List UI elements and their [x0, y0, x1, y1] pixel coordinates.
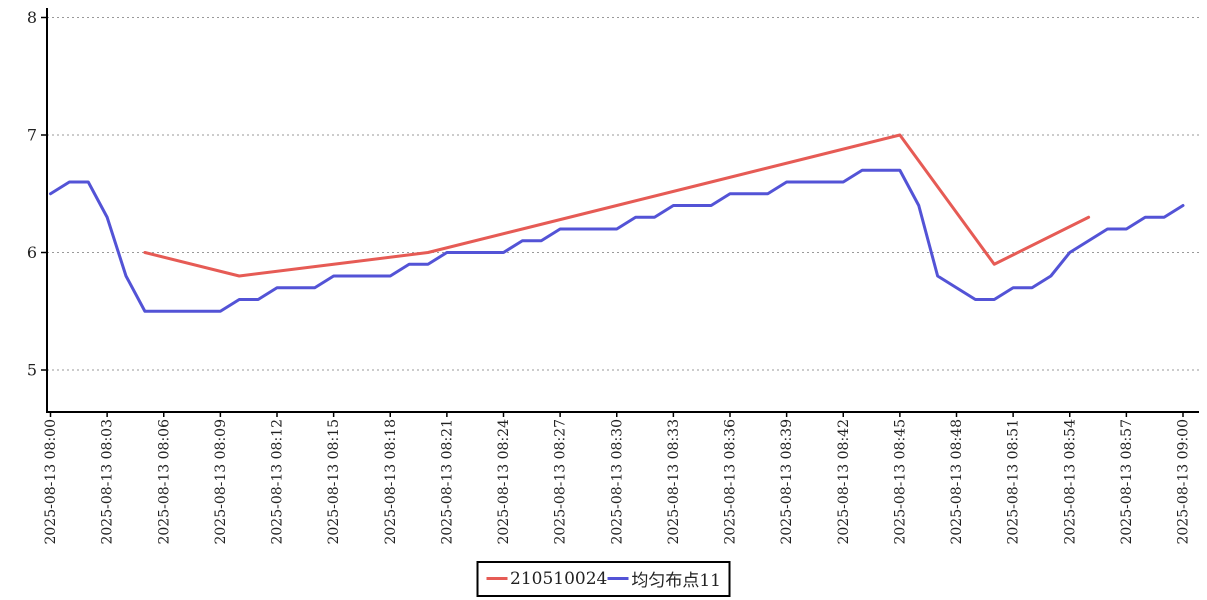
- x-tick-label: 2025-08-13 08:09: [213, 419, 229, 545]
- x-tick-label: 2025-08-13 08:06: [156, 419, 172, 545]
- y-tick-label: 6: [27, 243, 37, 262]
- y-tick-label: 8: [27, 8, 37, 27]
- x-tick-label: 2025-08-13 09:00: [1176, 419, 1192, 545]
- x-tick-label: 2025-08-13 08:00: [43, 419, 59, 545]
- x-tick-label: 2025-08-13 08:48: [949, 419, 965, 545]
- x-tick-label: 2025-08-13 08:51: [1006, 419, 1022, 545]
- x-tick-label: 2025-08-13 08:42: [836, 419, 852, 545]
- x-tick-label: 2025-08-13 08:36: [723, 419, 739, 545]
- x-tick-label: 2025-08-13 08:33: [666, 419, 682, 545]
- legend-label-blue-series: 均匀布点11: [631, 571, 721, 591]
- x-tick-label: 2025-08-13 08:21: [439, 419, 455, 545]
- legend-item-red-series: 210510024: [486, 569, 607, 589]
- legend-item-blue-series: 均匀布点11: [607, 566, 721, 591]
- x-tick-label: 2025-08-13 08:15: [326, 419, 342, 545]
- x-tick-label: 2025-08-13 08:39: [779, 419, 795, 545]
- chart-legend: 210510024 均匀布点11: [476, 561, 731, 597]
- x-tick-label: 2025-08-13 08:54: [1062, 419, 1078, 545]
- y-tick-label: 7: [27, 126, 37, 145]
- x-tick-label: 2025-08-13 08:27: [553, 419, 569, 545]
- x-tick-label: 2025-08-13 08:30: [609, 419, 625, 545]
- red-line-swatch-icon: [486, 577, 508, 580]
- x-tick-label: 2025-08-13 08:57: [1119, 419, 1135, 545]
- x-tick-label: 2025-08-13 08:18: [383, 419, 399, 545]
- x-tick-label: 2025-08-13 08:03: [100, 419, 116, 545]
- red-series-line: [143, 133, 1091, 278]
- x-tick-label: 2025-08-13 08:45: [892, 419, 908, 545]
- blue-series-line: [49, 168, 1185, 313]
- x-tick-label: 2025-08-13 08:24: [496, 419, 512, 545]
- legend-label-red-series: 210510024: [510, 568, 608, 589]
- y-tick-label: 5: [27, 361, 37, 380]
- blue-line-swatch-icon: [607, 577, 629, 580]
- x-tick-label: 2025-08-13 08:12: [270, 419, 286, 545]
